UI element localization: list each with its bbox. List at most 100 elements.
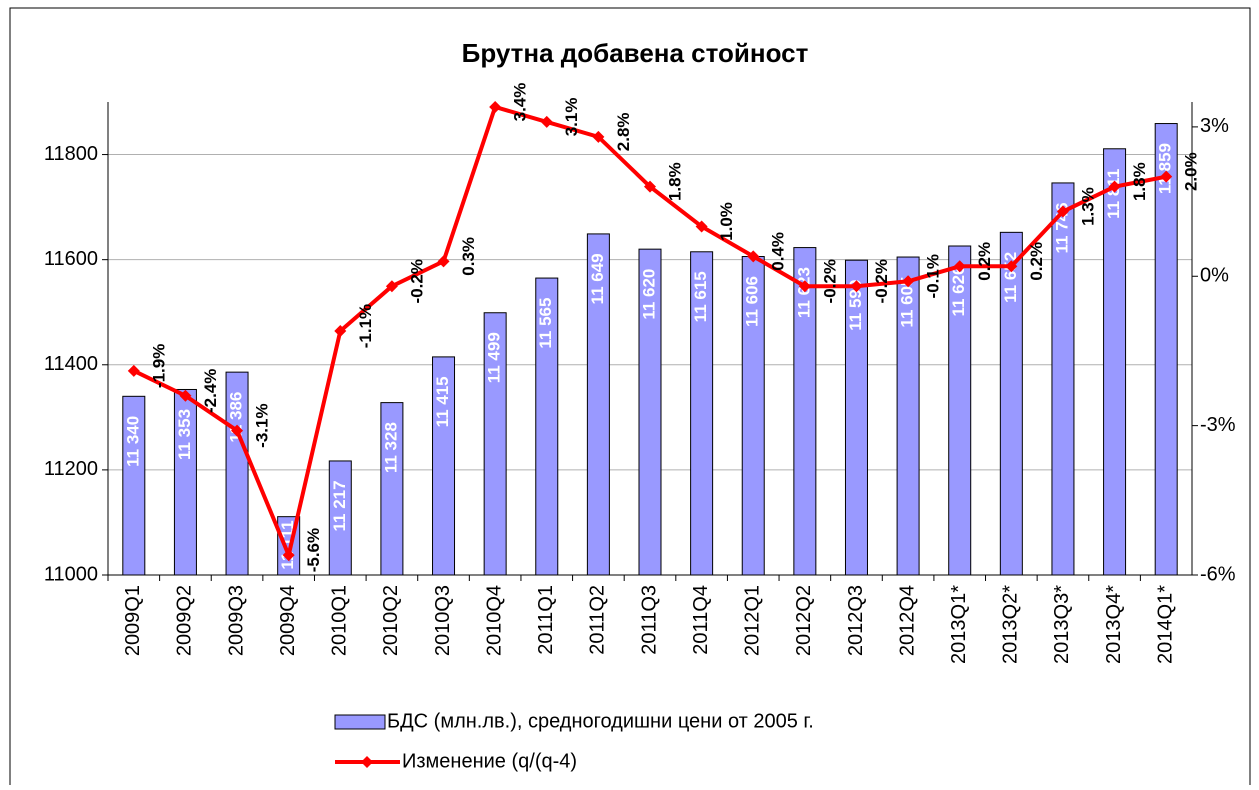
line-marker bbox=[1160, 170, 1173, 183]
bar bbox=[896, 256, 920, 576]
bar-value-label: 11 620 bbox=[639, 269, 658, 320]
line-marker bbox=[385, 280, 398, 293]
bar bbox=[793, 247, 817, 576]
y2-tick-label: -6% bbox=[1200, 563, 1236, 585]
line-value-label: -3.1% bbox=[253, 403, 272, 447]
y-tick-label: 11400 bbox=[44, 353, 98, 375]
line-value-label: -0.1% bbox=[924, 254, 943, 298]
y2-tick-label: 0% bbox=[1200, 265, 1229, 287]
bar bbox=[586, 233, 610, 576]
bar-value-label: 11 565 bbox=[536, 298, 555, 349]
bar bbox=[638, 248, 662, 576]
legend-swatch bbox=[334, 714, 386, 730]
x-tick-label: 2011Q4 bbox=[690, 585, 712, 655]
bar-value-label: 11 217 bbox=[330, 480, 349, 531]
line-marker bbox=[695, 220, 708, 233]
line-marker bbox=[334, 325, 347, 338]
x-tick-label: 2009Q3 bbox=[225, 585, 247, 656]
x-tick-label: 2009Q1 bbox=[122, 585, 144, 656]
x-tick-label: 2013Q4* bbox=[1103, 585, 1125, 664]
bar bbox=[1051, 182, 1075, 576]
line-marker bbox=[644, 180, 656, 193]
x-tick-label: 2010Q4 bbox=[483, 585, 505, 656]
x-tick-label: 2012Q4 bbox=[896, 585, 918, 656]
line-marker bbox=[1056, 205, 1069, 218]
bar-value-label: 11 626 bbox=[949, 265, 968, 316]
x-tick-label: 2009Q2 bbox=[174, 585, 196, 656]
bar-value-label: 11 811 bbox=[1104, 169, 1123, 219]
bar-value-label: 11 353 bbox=[175, 409, 194, 460]
line-value-label: 2.0% bbox=[1182, 152, 1201, 191]
bar bbox=[483, 312, 507, 576]
line-value-label: 0.4% bbox=[769, 232, 788, 271]
legend-label: Изменение (q/(q-4) bbox=[402, 750, 577, 772]
x-tick-label: 2010Q2 bbox=[380, 585, 402, 656]
line-value-label: 1.8% bbox=[665, 162, 684, 201]
line-marker bbox=[1005, 260, 1018, 273]
bar-value-label: 11 328 bbox=[381, 422, 400, 473]
x-tick-label: 2011Q3 bbox=[638, 585, 660, 655]
x-tick-label: 2012Q3 bbox=[845, 585, 867, 656]
line-marker bbox=[798, 280, 811, 293]
x-tick-label: 2012Q2 bbox=[793, 585, 815, 656]
line-value-label: -0.2% bbox=[407, 259, 426, 303]
line-marker bbox=[179, 389, 192, 402]
chart-title: Брутна добавена стойност bbox=[462, 38, 809, 68]
line-value-label: 0.2% bbox=[1027, 242, 1046, 281]
bar bbox=[432, 356, 456, 576]
bar-value-label: 11 599 bbox=[846, 280, 865, 331]
bar-value-label: 11 615 bbox=[691, 271, 710, 322]
line-marker bbox=[540, 115, 553, 128]
line-value-label: 0.3% bbox=[459, 237, 478, 276]
bar bbox=[948, 245, 972, 576]
line-marker bbox=[231, 424, 244, 437]
bar bbox=[328, 460, 352, 576]
line-value-label: 1.8% bbox=[1130, 162, 1149, 201]
line-value-label: -1.9% bbox=[149, 344, 168, 388]
line-value-label: 3.1% bbox=[562, 98, 581, 137]
bar bbox=[122, 395, 146, 576]
legend-label: БДС (млн.лв.), средногодишни цени от 200… bbox=[387, 710, 814, 732]
bar-value-label: 11 415 bbox=[433, 376, 452, 427]
y-tick-label: 11600 bbox=[44, 248, 98, 270]
bar bbox=[225, 371, 249, 576]
line-value-label: -0.2% bbox=[872, 259, 891, 303]
bar bbox=[380, 402, 404, 576]
bar bbox=[690, 251, 714, 576]
bar-value-label: 11 606 bbox=[743, 276, 762, 327]
x-tick-label: 2011Q2 bbox=[587, 585, 609, 655]
x-tick-label: 2012Q1 bbox=[742, 585, 764, 656]
bar-value-label: 11 859 bbox=[1156, 143, 1175, 194]
bar bbox=[173, 388, 197, 576]
line-value-label: -5.6% bbox=[304, 528, 323, 572]
x-tick-label: 2011Q1 bbox=[535, 585, 557, 655]
line-value-label: -2.4% bbox=[201, 369, 220, 413]
x-tick-label: 2013Q2* bbox=[1000, 585, 1022, 664]
bar bbox=[1103, 148, 1127, 576]
y2-tick-label: 3% bbox=[1200, 115, 1229, 137]
line-marker bbox=[850, 280, 863, 293]
line-marker bbox=[489, 100, 502, 113]
line-marker bbox=[127, 364, 140, 377]
y-tick-label: 11200 bbox=[44, 458, 98, 480]
bar-value-label: 11 649 bbox=[588, 253, 607, 304]
bar-value-label: 11 340 bbox=[123, 416, 142, 467]
y-tick-label: 11800 bbox=[44, 143, 98, 165]
line-value-label: -1.1% bbox=[356, 304, 375, 348]
x-tick-label: 2009Q4 bbox=[277, 585, 299, 656]
bar bbox=[844, 259, 868, 576]
x-tick-label: 2010Q1 bbox=[329, 585, 351, 656]
line-marker bbox=[592, 130, 605, 143]
chart-frame bbox=[9, 7, 1251, 785]
bar-value-label: 11 623 bbox=[794, 267, 813, 318]
y-tick-label: 11000 bbox=[44, 563, 98, 585]
x-tick-label: 2014Q1* bbox=[1154, 585, 1176, 664]
legend-marker bbox=[361, 756, 373, 768]
x-tick-label: 2010Q3 bbox=[432, 585, 454, 656]
y2-tick-label: -3% bbox=[1200, 414, 1236, 436]
line-marker bbox=[282, 549, 295, 562]
line-marker bbox=[437, 255, 450, 268]
line-marker bbox=[1108, 180, 1121, 193]
line-value-label: 0.2% bbox=[975, 242, 994, 281]
